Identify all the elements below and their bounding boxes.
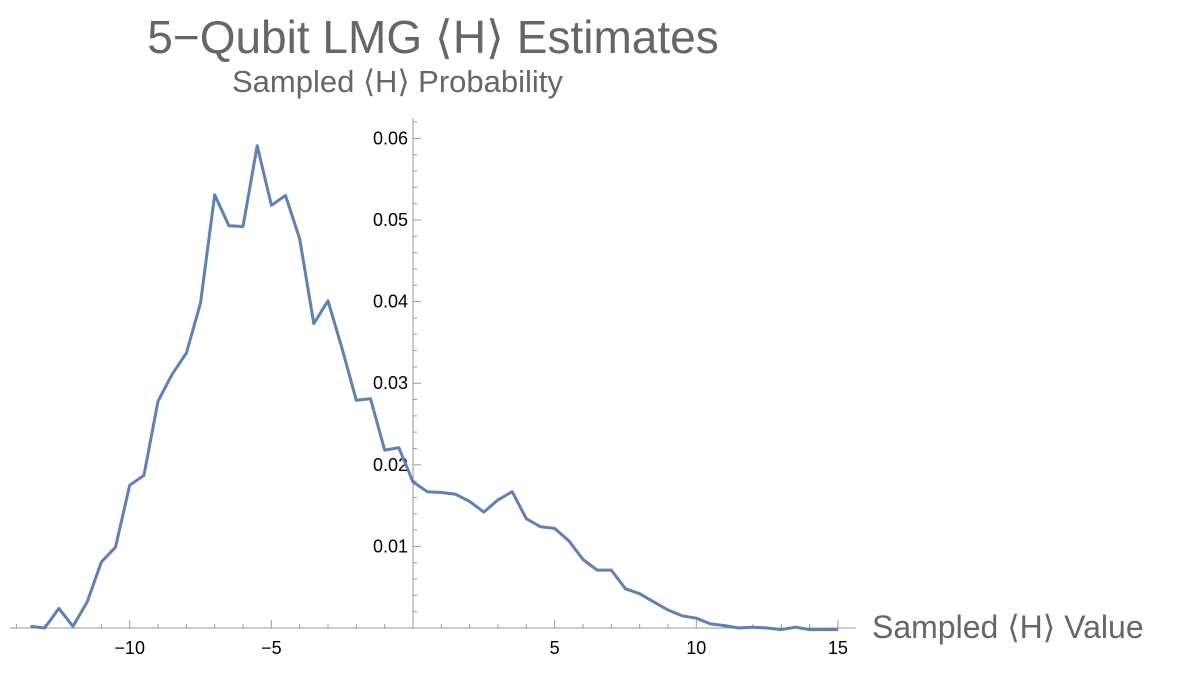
series <box>30 144 838 632</box>
y-tick-label: 0.01 <box>373 536 408 556</box>
ticks: −10 −5 5 10 15 0.01 0.02 0.03 0.04 0.05 0.06 <box>15 121 848 658</box>
y-axis-label: Sampled ⟨H⟩ Probability <box>232 64 563 99</box>
x-tick-label: 15 <box>828 638 848 658</box>
series-line <box>30 144 838 632</box>
y-tick-label: 0.04 <box>373 292 408 312</box>
x-tick-label: 5 <box>550 638 560 658</box>
y-tick-label: 0.06 <box>373 128 408 148</box>
y-tick-label: 0.02 <box>373 455 408 475</box>
axes <box>10 118 856 629</box>
x-tick-label: −5 <box>261 638 282 658</box>
chart-title: 5−Qubit LMG ⟨H⟩ Estimates <box>147 11 719 63</box>
x-tick-label: −10 <box>114 638 145 658</box>
x-axis-label: Sampled ⟨H⟩ Value <box>872 609 1144 645</box>
x-tick-label: 10 <box>686 638 706 658</box>
y-tick-label: 0.03 <box>373 373 408 393</box>
y-tick-label: 0.05 <box>373 210 408 230</box>
